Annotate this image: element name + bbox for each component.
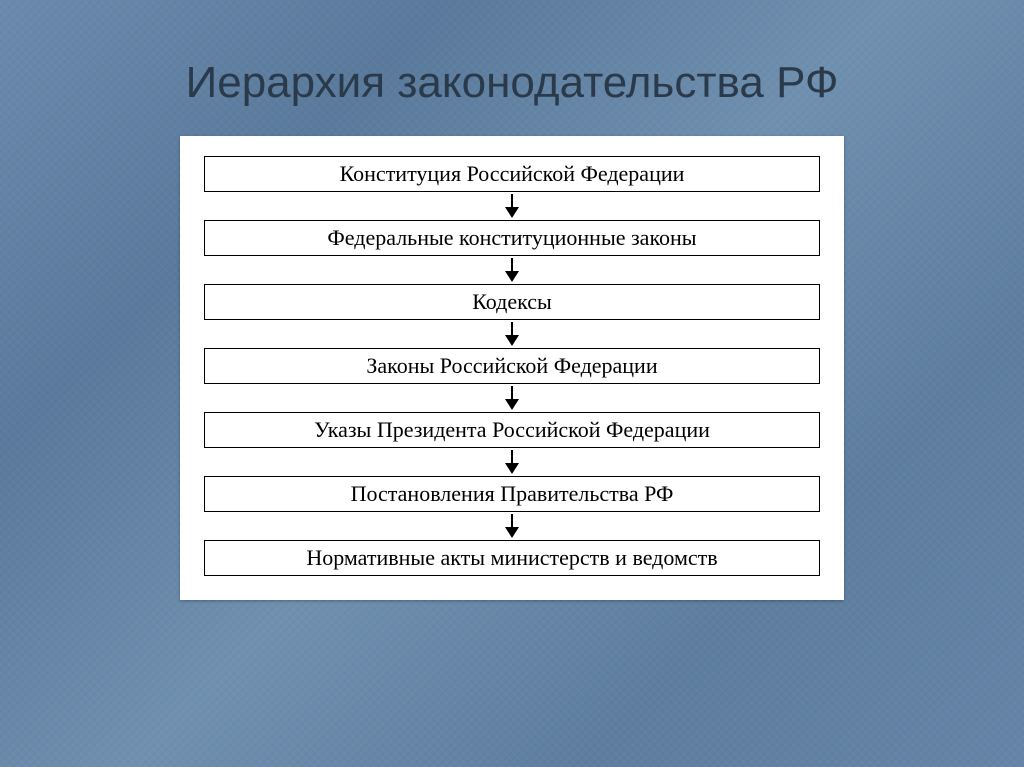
hierarchy-node: Кодексы [204,284,820,320]
hierarchy-node: Постановления Правительства РФ [204,476,820,512]
arrow-down-icon [204,320,820,348]
arrow-down-icon [204,256,820,284]
arrow-down-icon [204,192,820,220]
page-title: Иерархия законодательства РФ [0,0,1024,108]
hierarchy-node: Конституция Российской Федерации [204,156,820,192]
hierarchy-node: Указы Президента Российской Федерации [204,412,820,448]
hierarchy-diagram: Конституция Российской Федерации Федерал… [180,136,844,600]
arrow-down-icon [204,448,820,476]
arrow-down-icon [204,512,820,540]
hierarchy-node: Федеральные конституционные законы [204,220,820,256]
arrow-down-icon [204,384,820,412]
hierarchy-node: Законы Российской Федерации [204,348,820,384]
hierarchy-node: Нормативные акты министерств и ведомств [204,540,820,576]
